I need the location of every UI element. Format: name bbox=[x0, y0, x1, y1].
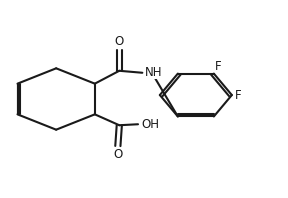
Text: F: F bbox=[215, 60, 222, 73]
Text: OH: OH bbox=[141, 118, 159, 131]
Text: F: F bbox=[235, 89, 242, 102]
Text: O: O bbox=[113, 148, 122, 161]
Text: O: O bbox=[115, 35, 124, 48]
Text: NH: NH bbox=[145, 66, 163, 79]
